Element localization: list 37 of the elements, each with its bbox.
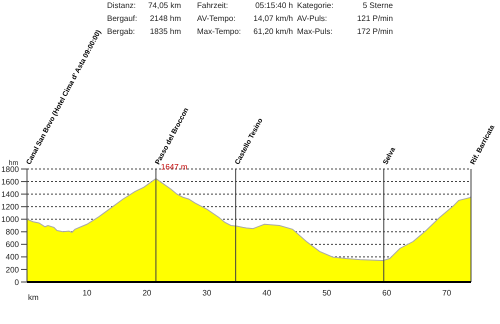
- x-tick-label: 50: [322, 288, 332, 298]
- text: 172 P/min: [356, 27, 393, 36]
- text: 14,07 km/h: [253, 14, 293, 23]
- text: 1835 hm: [150, 27, 181, 36]
- y-tick-label: 600: [6, 240, 20, 250]
- text: AV-Tempo:: [197, 14, 236, 23]
- text: 5 Sterne: [362, 1, 393, 10]
- x-tick-label: 20: [142, 288, 152, 298]
- text: 61,20 km/h: [253, 27, 293, 36]
- text: Distanz:: [107, 1, 136, 10]
- text: Max-Puls:: [297, 27, 333, 36]
- text: Kategorie:: [297, 1, 334, 10]
- y-tick-label: 1400: [1, 190, 20, 199]
- annotation: 1647 m: [160, 162, 188, 172]
- y-tick-label: 1000: [1, 215, 20, 224]
- x-tick-label: 60: [382, 288, 392, 298]
- text: 121 P/min: [356, 14, 393, 23]
- y-tick-label: 1200: [1, 202, 20, 212]
- text: AV-Puls:: [297, 14, 328, 23]
- x-tick-label: 30: [202, 288, 212, 298]
- text: 74,05 km: [148, 1, 181, 10]
- y-tick-label: 800: [6, 228, 20, 237]
- text: 05:15:40 h: [255, 1, 293, 10]
- text: 2148 hm: [150, 14, 181, 23]
- x-tick-label: 40: [262, 288, 272, 298]
- text: Bergauf:: [107, 14, 138, 23]
- text: Fahrzeit:: [197, 1, 228, 10]
- y-tick-label: 400: [6, 252, 20, 262]
- x-axis-title: km: [28, 293, 39, 302]
- y-tick-label: 0: [14, 278, 20, 287]
- y-tick-label: 1800: [1, 164, 20, 174]
- y-tick-label: 1600: [1, 177, 20, 186]
- y-tick-label: 200: [6, 265, 20, 274]
- text: Bergab:: [107, 27, 136, 36]
- x-tick-label: 10: [82, 288, 92, 298]
- text: Max-Tempo:: [197, 27, 242, 36]
- x-tick-label: 70: [442, 288, 452, 298]
